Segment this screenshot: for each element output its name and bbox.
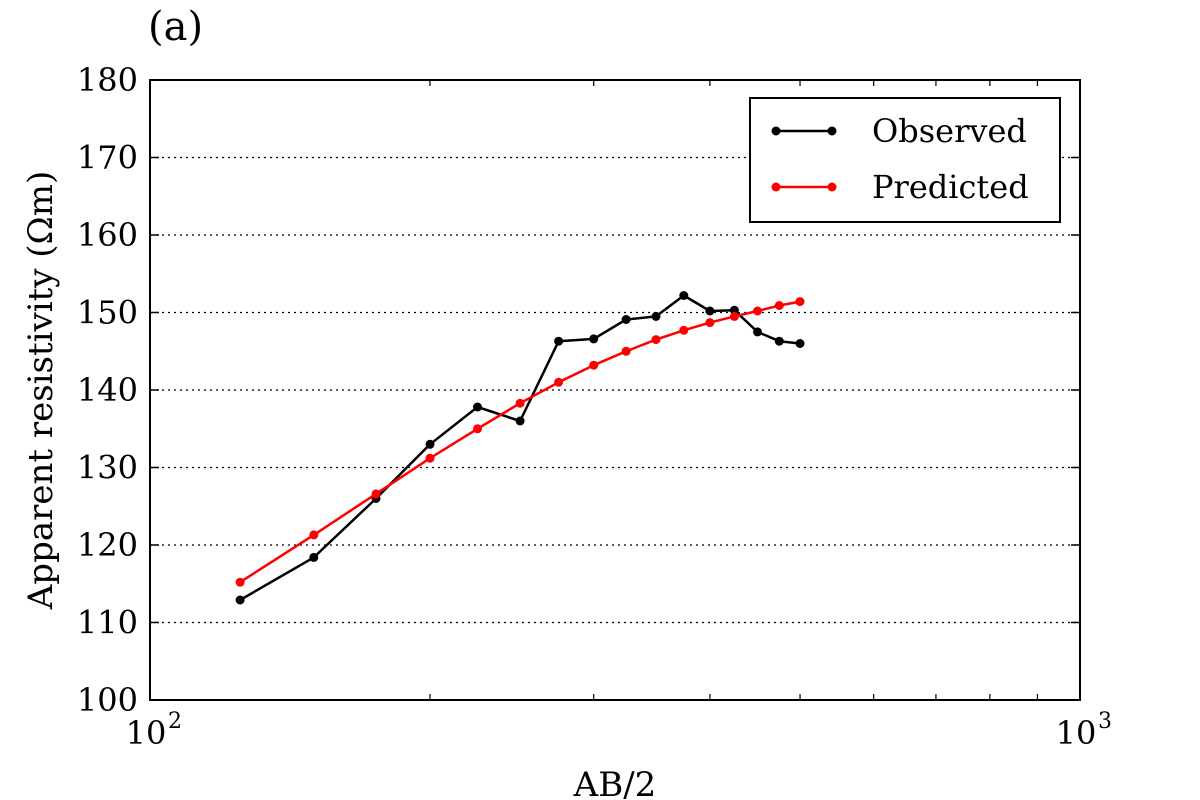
data-point-observed: [621, 315, 631, 324]
data-point-predicted: [425, 453, 435, 463]
y-tick-label: 120: [77, 526, 138, 564]
legend-predicted-label: Predicted: [872, 168, 1029, 206]
data-point-observed: [795, 339, 805, 348]
data-point-predicted: [473, 424, 482, 434]
data-point-predicted: [235, 577, 245, 587]
legend-observed-label: Observed: [872, 112, 1027, 150]
x-tick-exponent: 2: [168, 709, 182, 734]
y-tick-label: 170: [77, 139, 138, 177]
series-line-observed: [239, 294, 801, 602]
data-point-predicted: [621, 346, 631, 356]
legend-predicted-marker: [827, 182, 837, 192]
legend-observed-marker: [771, 126, 781, 136]
legend-predicted-marker: [771, 182, 781, 192]
data-point-observed: [589, 334, 599, 344]
data-point-observed: [235, 595, 245, 605]
data-point-observed: [309, 552, 319, 562]
x-tick-label: 10: [1056, 714, 1097, 752]
data-point-observed: [774, 336, 784, 346]
data-point-predicted: [729, 311, 739, 321]
y-axis-ticks: 100 110 120 130 140 150 160 170 180: [77, 61, 1080, 719]
data-point-predicted: [705, 318, 715, 328]
x-tick-exponent: 3: [1098, 709, 1112, 734]
x-axis-ticks: 10 2 10 3: [126, 80, 1112, 752]
data-point-predicted: [309, 530, 319, 540]
y-tick-label: 160: [77, 216, 138, 254]
legend: Observed Predicted: [749, 97, 1061, 223]
y-tick-label: 180: [77, 61, 138, 99]
series-observed: [235, 291, 805, 605]
plot-frame: [149, 79, 1081, 701]
data-point-predicted: [679, 325, 689, 335]
panel-label: (a): [148, 4, 203, 50]
grid-lines: [150, 156, 1080, 624]
legend-box: [749, 97, 1061, 223]
data-point-observed: [729, 305, 739, 315]
y-tick-label: 150: [77, 294, 138, 332]
data-point-predicted: [651, 335, 661, 345]
data-point-predicted: [774, 301, 784, 310]
data-point-observed: [515, 416, 525, 426]
legend-entry-observed: Observed: [771, 112, 1027, 150]
data-point-observed: [753, 327, 762, 337]
data-point-predicted: [371, 489, 381, 499]
y-axis-label: Apparent resistivity (Ωm): [21, 171, 61, 611]
x-axis-label: AB/2: [573, 765, 657, 800]
data-point-predicted: [554, 377, 564, 387]
series-layer: [235, 291, 805, 605]
data-point-observed: [554, 336, 564, 346]
data-point-observed: [679, 291, 689, 300]
data-point-observed: [651, 311, 661, 321]
series-predicted: [235, 297, 805, 587]
legend-observed-marker: [827, 126, 837, 136]
y-tick-label: 130: [77, 449, 138, 487]
data-point-predicted: [589, 360, 599, 370]
data-point-observed: [473, 402, 482, 412]
data-point-predicted: [515, 398, 525, 408]
y-tick-label: 140: [77, 371, 138, 409]
data-point-predicted: [753, 306, 762, 316]
y-tick-label: 100: [77, 681, 138, 719]
y-tick-label: 110: [77, 604, 138, 642]
legend-entry-predicted: Predicted: [771, 168, 1029, 206]
data-point-observed: [705, 306, 715, 316]
x-tick-label: 10: [126, 714, 167, 752]
series-line-predicted: [239, 300, 801, 584]
data-point-predicted: [795, 297, 805, 307]
data-point-observed: [425, 439, 435, 449]
